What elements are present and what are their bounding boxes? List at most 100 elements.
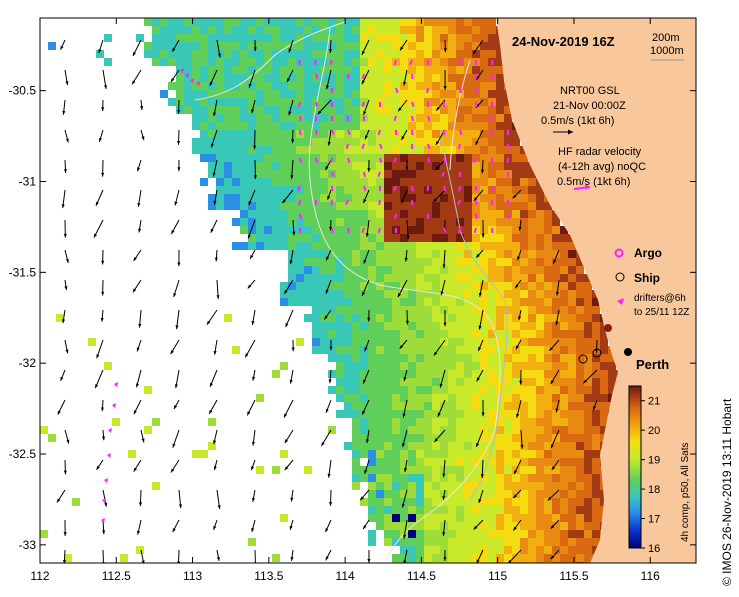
sst-cell bbox=[560, 298, 568, 306]
sst-cell bbox=[352, 474, 360, 482]
sst-cell bbox=[272, 82, 280, 90]
sst-cell bbox=[288, 138, 296, 146]
sst-cell bbox=[296, 234, 304, 242]
sst-cell bbox=[376, 354, 384, 362]
sst-cell bbox=[224, 18, 232, 26]
sst-cell bbox=[464, 410, 472, 418]
sst-cell bbox=[416, 266, 424, 274]
sst-cell bbox=[416, 50, 424, 58]
sst-cell bbox=[536, 386, 544, 394]
hf-radar-arrow bbox=[459, 144, 460, 149]
sst-cell bbox=[504, 186, 512, 194]
sst-cell bbox=[432, 378, 440, 386]
sst-cell bbox=[224, 114, 232, 122]
sst-cell bbox=[376, 162, 384, 170]
sst-cell bbox=[376, 74, 384, 82]
sst-cell bbox=[560, 498, 568, 506]
sst-cell bbox=[424, 218, 432, 226]
sst-cell bbox=[536, 458, 544, 466]
sst-cell bbox=[416, 194, 424, 202]
sst-cell bbox=[512, 170, 520, 178]
hf-radar-arrow bbox=[315, 60, 316, 65]
sst-cell bbox=[368, 482, 376, 490]
sst-cell bbox=[584, 546, 592, 554]
sst-cell bbox=[392, 274, 400, 282]
sst-cell bbox=[536, 290, 544, 298]
sst-cell bbox=[352, 434, 360, 442]
sst-cell bbox=[568, 370, 576, 378]
sst-cell bbox=[352, 258, 360, 266]
sst-cell bbox=[312, 298, 320, 306]
sst-cell bbox=[488, 362, 496, 370]
sst-cell bbox=[464, 442, 472, 450]
sst-cell bbox=[368, 186, 376, 194]
hf-radar-arrow bbox=[379, 130, 380, 135]
sst-cell bbox=[400, 242, 408, 250]
sst-cell bbox=[432, 82, 440, 90]
sst-cell bbox=[528, 546, 536, 554]
sst-cell bbox=[512, 506, 520, 514]
sst-cell bbox=[504, 482, 512, 490]
sst-cell bbox=[440, 410, 448, 418]
sst-cell bbox=[416, 490, 424, 498]
sst-cell bbox=[520, 322, 528, 330]
sst-cell bbox=[344, 90, 352, 98]
sst-cell bbox=[408, 418, 416, 426]
sst-cell bbox=[200, 146, 208, 154]
sst-cell bbox=[408, 394, 416, 402]
sst-cell bbox=[384, 210, 392, 218]
sst-cell bbox=[152, 42, 160, 50]
sst-cell bbox=[384, 146, 392, 154]
sst-cell bbox=[424, 434, 432, 442]
sst-cell bbox=[312, 330, 320, 338]
sst-cell bbox=[336, 146, 344, 154]
sst-cell bbox=[464, 178, 472, 186]
sst-cell bbox=[520, 538, 528, 546]
sst-cell bbox=[384, 50, 392, 58]
sst-cell bbox=[376, 506, 384, 514]
sst-cell bbox=[560, 434, 568, 442]
sst-cell bbox=[472, 354, 480, 362]
sst-cell bbox=[248, 58, 256, 66]
sst-cell bbox=[264, 186, 272, 194]
sst-cell bbox=[440, 242, 448, 250]
sst-cell bbox=[440, 538, 448, 546]
sst-cell bbox=[528, 554, 536, 562]
sst-cell bbox=[256, 146, 264, 154]
sst-cell bbox=[416, 322, 424, 330]
sst-cell bbox=[160, 34, 168, 42]
sst-cell bbox=[504, 330, 512, 338]
sst-cell bbox=[520, 338, 528, 346]
sst-cell bbox=[512, 290, 520, 298]
sst-cell bbox=[552, 474, 560, 482]
sst-cell bbox=[416, 314, 424, 322]
sst-cell bbox=[448, 42, 456, 50]
sst-cell bbox=[584, 362, 592, 370]
sst-cell bbox=[344, 410, 352, 418]
sst-cell bbox=[512, 450, 520, 458]
sst-cell bbox=[352, 362, 360, 370]
sst-cell bbox=[248, 242, 256, 250]
sst-cell bbox=[400, 298, 408, 306]
sst-cell bbox=[536, 362, 544, 370]
sst-cell bbox=[528, 482, 536, 490]
sst-cell bbox=[424, 234, 432, 242]
sst-cell bbox=[520, 482, 528, 490]
sst-cell bbox=[176, 50, 184, 58]
sst-cell bbox=[296, 90, 304, 98]
sst-cell bbox=[392, 26, 400, 34]
sst-cell bbox=[288, 290, 296, 298]
sst-cell bbox=[552, 482, 560, 490]
sst-cell bbox=[344, 378, 352, 386]
sst-cell bbox=[496, 274, 504, 282]
sst-cell bbox=[536, 226, 544, 234]
sst-cell bbox=[520, 266, 528, 274]
sst-cell bbox=[432, 210, 440, 218]
sst-cell bbox=[288, 90, 296, 98]
sst-cell bbox=[560, 506, 568, 514]
sst-cell bbox=[552, 506, 560, 514]
sst-cell bbox=[208, 66, 216, 74]
sst-cell bbox=[480, 322, 488, 330]
sst-cell bbox=[336, 354, 344, 362]
